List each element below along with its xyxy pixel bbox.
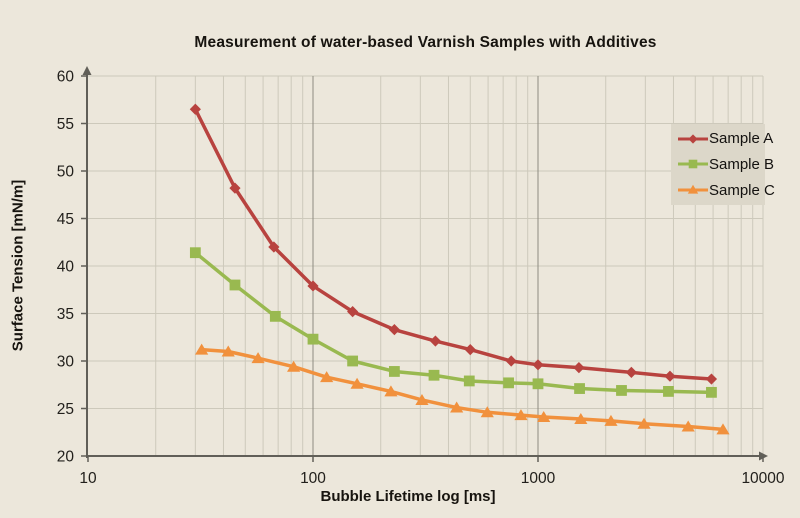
marker-sample-b — [706, 386, 717, 398]
marker-sample-c — [287, 360, 301, 372]
legend-diamond-swatch — [678, 134, 708, 144]
marker-sample-a — [429, 335, 442, 347]
marker-sample-a — [505, 355, 517, 367]
x-tick-label: 1000 — [521, 470, 556, 487]
marker-sample-c — [480, 406, 494, 418]
y-tick-label: 20 — [57, 449, 75, 466]
marker-sample-b — [388, 366, 400, 377]
y-tick-label: 60 — [57, 69, 75, 86]
legend-item-sample-c: Sample C — [678, 178, 775, 202]
y-tick-label: 35 — [57, 306, 74, 323]
legend: Sample A Sample B Sample C — [671, 124, 775, 205]
y-axis-arrow — [82, 66, 92, 75]
chart-title: Measurement of water-based Varnish Sampl… — [194, 34, 657, 51]
legend-label: Sample C — [709, 181, 775, 199]
marker-sample-c — [415, 393, 429, 405]
x-tick-label: 10000 — [741, 470, 784, 487]
marker-sample-c — [251, 352, 265, 364]
marker-sample-c — [384, 385, 398, 397]
legend-triangle-swatch — [678, 184, 708, 194]
marker-sample-a — [664, 370, 676, 382]
marker-sample-c — [604, 414, 618, 426]
legend-label: Sample A — [709, 130, 774, 148]
marker-sample-a — [268, 241, 280, 253]
marker-sample-b — [189, 247, 201, 259]
marker-sample-c — [450, 401, 464, 413]
marker-sample-b — [503, 377, 514, 389]
marker-sample-c — [637, 417, 651, 429]
marker-sample-a — [705, 373, 718, 385]
marker-sample-c — [195, 343, 209, 355]
series-line-sample-b — [193, 250, 714, 395]
marker-sample-b — [532, 378, 544, 390]
marker-sample-a — [388, 324, 400, 336]
marker-sample-a — [189, 103, 201, 115]
y-tick-label: 25 — [57, 401, 74, 418]
x-tick-label: 100 — [300, 470, 326, 487]
x-axis-title: Bubble Lifetime log [ms] — [320, 488, 496, 505]
marker-sample-c — [350, 377, 364, 389]
marker-sample-c — [574, 412, 588, 424]
marker-sample-b — [463, 375, 475, 387]
marker-sample-a — [532, 359, 544, 371]
marker-sample-b — [269, 310, 281, 322]
marker-sample-b — [307, 333, 319, 345]
y-tick-label: 40 — [57, 259, 75, 276]
marker-sample-c — [514, 409, 528, 421]
marker-sample-c — [681, 420, 695, 432]
legend-square-swatch — [678, 160, 708, 169]
y-tick-label: 45 — [57, 211, 74, 228]
marker-sample-b — [616, 385, 627, 396]
x-tick-label: 10 — [79, 470, 97, 487]
marker-sample-a — [625, 366, 637, 378]
y-tick-label: 30 — [57, 354, 75, 371]
marker-sample-a — [229, 182, 241, 194]
marker-sample-b — [574, 383, 585, 394]
legend-item-sample-a: Sample A — [678, 127, 773, 151]
y-tick-label: 55 — [57, 116, 74, 133]
marker-sample-b — [663, 386, 674, 397]
marker-sample-c — [320, 371, 334, 383]
y-tick-label: 50 — [57, 164, 75, 181]
marker-sample-b — [428, 369, 440, 381]
marker-sample-b — [229, 279, 241, 291]
marker-sample-a — [347, 306, 359, 318]
legend-item-sample-b: Sample B — [678, 152, 774, 176]
marker-sample-c — [537, 411, 551, 423]
series-line-sample-a — [193, 107, 714, 381]
marker-sample-c — [221, 345, 235, 357]
marker-sample-b — [347, 355, 359, 367]
marker-sample-a — [464, 344, 476, 356]
legend-label: Sample B — [709, 155, 775, 173]
marker-sample-c — [716, 423, 730, 435]
marker-sample-a — [573, 362, 585, 374]
marker-sample-a — [307, 280, 319, 292]
